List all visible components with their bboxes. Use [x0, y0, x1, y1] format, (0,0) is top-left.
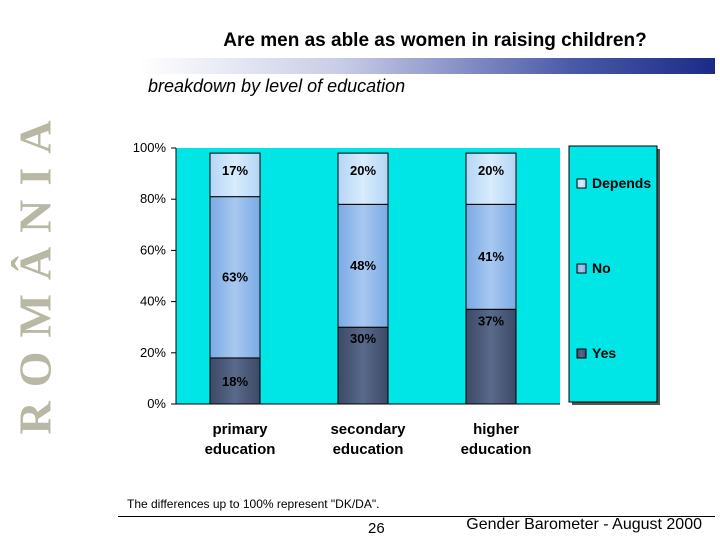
data-label-depends: 20%: [350, 163, 376, 178]
page-number: 26: [368, 520, 385, 537]
footer-divider: [118, 516, 715, 517]
y-tick-label: 0%: [147, 396, 166, 411]
bar-segment-no: [209, 196, 261, 359]
data-label-depends: 17%: [222, 163, 248, 178]
x-category-label: education: [333, 441, 404, 458]
bar-segment-yes: [465, 308, 517, 405]
bar-segment-depends: [337, 152, 389, 205]
bar-segment-yes: [209, 357, 261, 405]
data-label-yes: 37%: [478, 313, 504, 328]
data-label-no: 63%: [222, 269, 248, 284]
legend-swatch-no: [576, 263, 587, 274]
data-label-yes: 18%: [222, 374, 248, 389]
legend-label-no: No: [592, 260, 611, 276]
bar-segment-depends: [209, 152, 261, 198]
legend-box: [568, 145, 658, 403]
x-category-label: higher: [473, 421, 519, 438]
page-title: Are men as able as women in raising chil…: [223, 30, 647, 51]
bar-segment-no: [337, 203, 389, 328]
bar-segment-depends: [465, 152, 517, 205]
x-category-label: primary: [212, 421, 268, 438]
y-tick-label: 100%: [133, 140, 167, 155]
y-tick-label: 60%: [140, 242, 166, 257]
footer-credit: Gender Barometer - August 2000: [466, 516, 702, 533]
title-gradient-bar: [140, 58, 715, 74]
stacked-bar-chart: 0% 20% 40% 60% 80% 100% 18% 63% 17% primary educat…: [133, 140, 660, 458]
y-tick-label: 20%: [140, 345, 166, 360]
data-label-depends: 20%: [478, 163, 504, 178]
legend-label-yes: Yes: [592, 345, 616, 361]
x-category-label: education: [461, 441, 532, 458]
data-label-yes: 30%: [350, 331, 376, 346]
x-category-label: secondary: [330, 421, 406, 438]
page-subtitle: breakdown by level of education: [148, 76, 406, 96]
x-category-label: education: [205, 441, 276, 458]
footnote: The differences up to 100% represent "DK…: [127, 497, 380, 511]
bar-segment-yes: [337, 326, 389, 405]
data-label-no: 48%: [350, 258, 376, 273]
legend-label-depends: Depends: [592, 175, 651, 191]
y-tick-label: 40%: [140, 294, 166, 309]
data-label-no: 41%: [478, 249, 504, 264]
y-tick-label: 80%: [140, 191, 166, 206]
legend-swatch-depends: [576, 178, 587, 189]
legend-swatch-yes: [576, 348, 587, 359]
